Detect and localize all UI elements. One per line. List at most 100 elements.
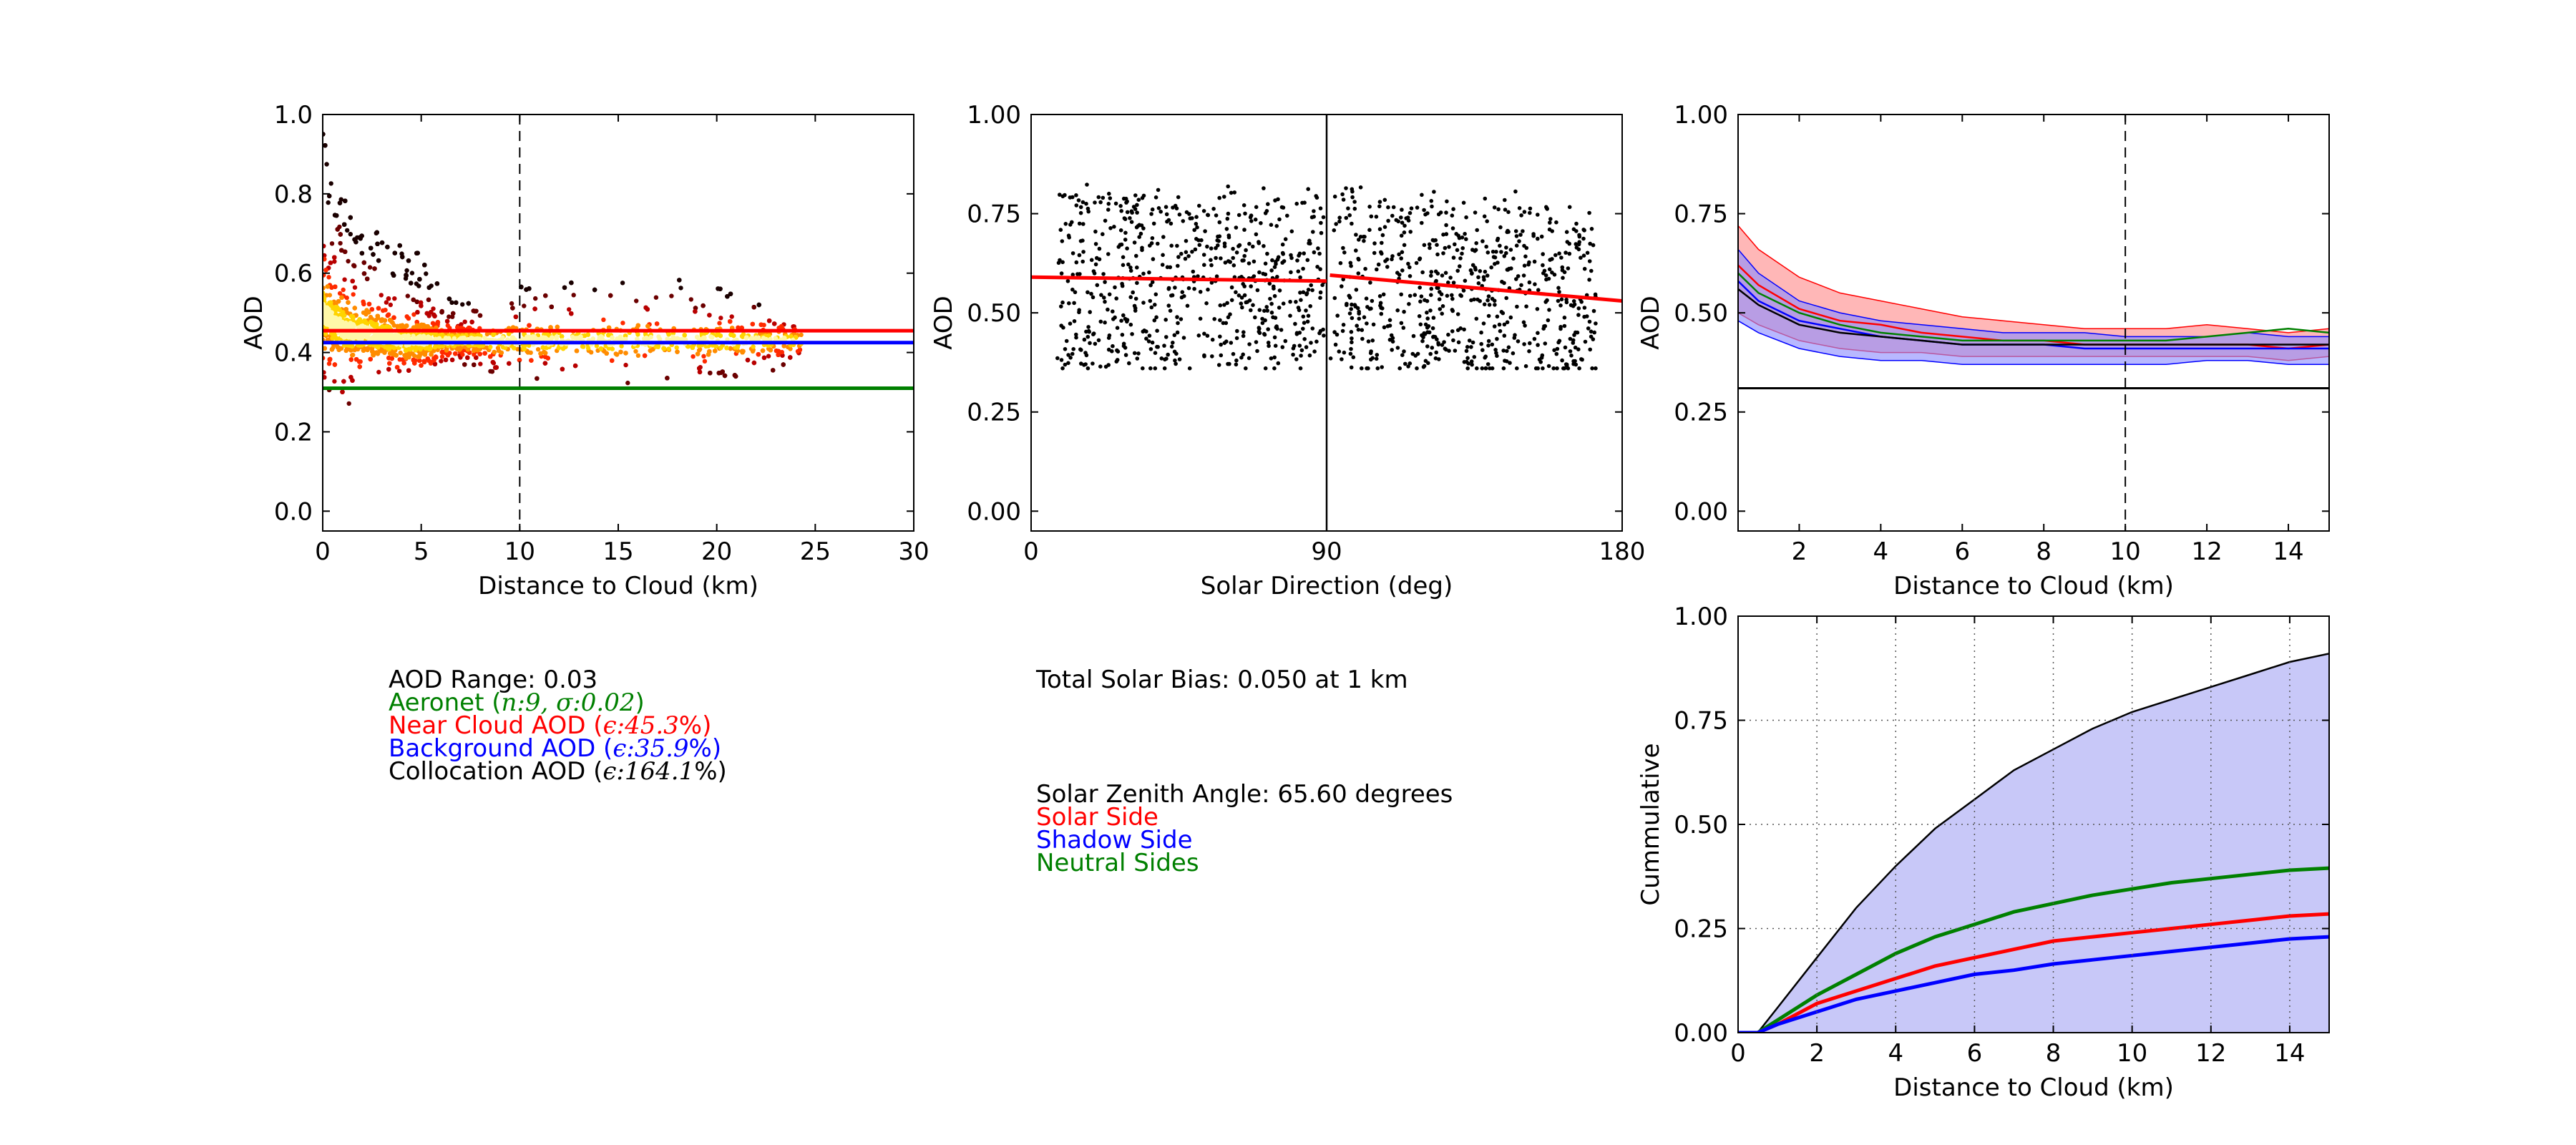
plot1-point — [424, 271, 429, 276]
plot1-point — [743, 336, 749, 341]
plot1-point — [465, 355, 470, 360]
plot1-point — [625, 380, 630, 386]
plot1-point — [352, 306, 357, 311]
plot1-point — [766, 318, 772, 323]
plot1-point — [560, 366, 565, 371]
plot1-point — [477, 351, 482, 356]
plot1-point — [346, 258, 351, 264]
plot1-point — [669, 293, 674, 298]
plot1-point — [338, 240, 343, 246]
plot1-point — [422, 263, 427, 268]
plot1-point — [341, 287, 346, 293]
plot1-point — [414, 299, 419, 304]
plot1-point — [421, 359, 426, 364]
plot1-point — [385, 244, 390, 250]
plot1-point — [396, 369, 402, 374]
plot1-point — [341, 379, 346, 384]
plot1-point — [366, 301, 372, 307]
plot1-point — [771, 368, 776, 373]
plot1-point — [517, 357, 522, 363]
plot1-point — [379, 318, 384, 323]
plot1-point — [431, 306, 436, 311]
plot1-point — [447, 351, 452, 356]
plot1-point — [567, 307, 572, 312]
plot1-point — [731, 333, 736, 338]
plot1-point — [323, 370, 326, 375]
plot1-point — [391, 273, 396, 278]
plot1-point — [426, 313, 431, 318]
plot1-point — [351, 292, 356, 297]
plot1-point — [720, 369, 725, 374]
plot1-point — [391, 323, 396, 328]
plot1-point — [529, 358, 534, 363]
plot1-point — [359, 250, 365, 256]
plot1-point — [379, 240, 385, 245]
plot1-point — [329, 241, 335, 246]
plot1-point — [353, 357, 359, 362]
plot1-point — [372, 266, 377, 271]
plot1-point — [326, 275, 331, 280]
plot1-point — [598, 346, 604, 351]
plot1-point — [574, 349, 580, 354]
plot1-point — [555, 324, 560, 330]
plot1-point — [324, 162, 329, 167]
plot1-point — [331, 346, 336, 351]
plot1-point — [549, 304, 554, 309]
plot1-point — [494, 365, 499, 370]
plot1-point — [338, 232, 343, 237]
plot1-point — [713, 349, 718, 354]
plot1-point — [361, 271, 367, 276]
plot1-point — [678, 286, 683, 291]
plot1-point — [373, 318, 379, 323]
plot1-point — [542, 354, 548, 359]
plot1-point — [657, 336, 663, 341]
plot1-point — [610, 335, 615, 340]
plot1-point — [509, 301, 514, 306]
plot1-point — [645, 323, 650, 328]
plot1-point — [635, 332, 640, 337]
plot1-point — [348, 374, 353, 380]
plot1-point — [402, 353, 407, 358]
plot1-point — [665, 376, 670, 381]
plot1-point — [634, 298, 639, 303]
plot1-point — [406, 258, 411, 263]
plot1-point — [674, 345, 679, 350]
plot1-point — [388, 302, 393, 308]
plot1-point — [654, 321, 660, 326]
plot1-point — [338, 346, 344, 351]
plot1-point — [350, 278, 355, 283]
plot1-point — [411, 297, 416, 303]
plot1-point — [429, 310, 434, 315]
plot1-point — [351, 352, 356, 358]
plot1-point — [728, 291, 733, 296]
plot1-point — [337, 200, 343, 205]
plot1-point — [620, 321, 625, 326]
plot1-point — [333, 284, 338, 289]
plot1-point — [460, 302, 465, 307]
plot1-point — [447, 296, 452, 301]
plot1-point — [338, 197, 343, 202]
plot1-point — [619, 344, 624, 349]
plot1-point — [522, 303, 527, 308]
plot1-point — [386, 296, 391, 301]
plot1-point — [718, 333, 723, 338]
plot1-point — [432, 313, 437, 318]
plot1-point — [642, 353, 648, 359]
plot1-point — [533, 296, 538, 301]
plot1-point — [361, 301, 366, 307]
plot1-point — [666, 331, 671, 337]
plot1-point — [417, 277, 422, 282]
plot1-point — [404, 268, 409, 273]
plot1-point — [569, 280, 574, 286]
plot1-point — [691, 354, 696, 359]
plot1-point — [693, 306, 698, 311]
plot1-point — [434, 281, 440, 286]
plot1-point — [323, 273, 326, 278]
plot1-point — [417, 358, 422, 363]
plot1-point — [348, 357, 353, 362]
plot1-point — [728, 319, 733, 324]
plot1-point — [513, 314, 519, 319]
plot1-point — [606, 325, 612, 331]
plot1-point — [633, 349, 638, 354]
